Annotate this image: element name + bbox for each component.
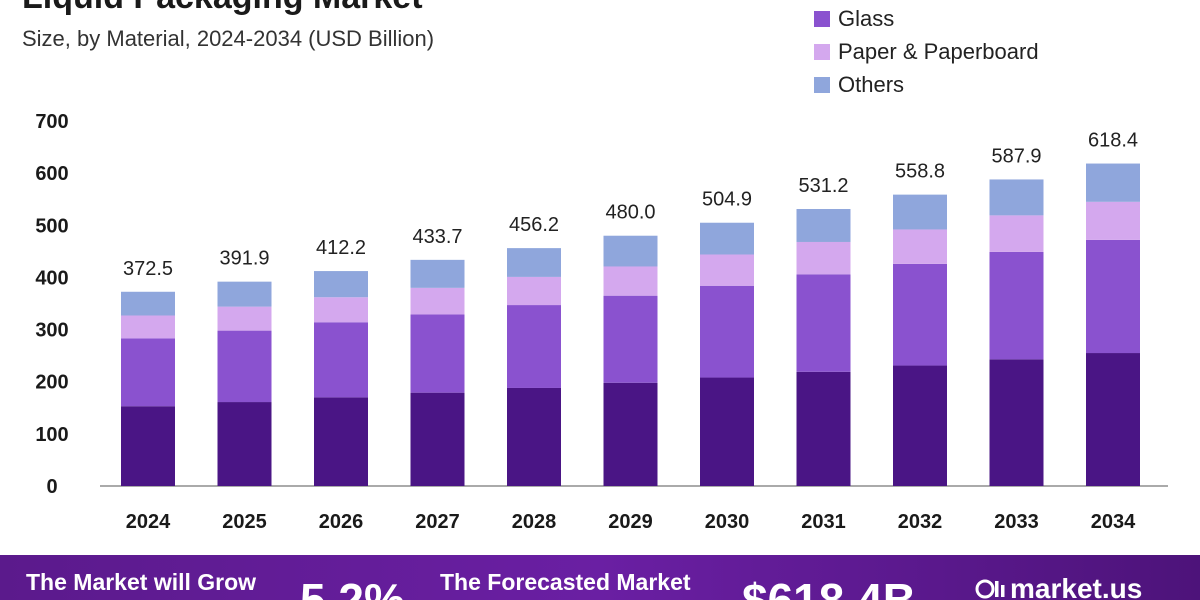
chart-title: Liquid Packaging Market (22, 0, 423, 17)
bar-segment-2034-s3 (1086, 163, 1140, 202)
chart-legend: Glass Paper & Paperboard Others (814, 0, 1194, 100)
x-tick-label-2024: 2024 (126, 511, 171, 533)
footer-banner: The Market will Grow 5.2% The Forecasted… (0, 555, 1200, 600)
banner-grow-text: The Market will Grow (26, 569, 257, 595)
bar-segment-2026-s2 (314, 297, 368, 323)
bar-segment-2031-s2 (796, 241, 851, 275)
bar-segment-2033-s0 (989, 359, 1044, 486)
total-label-2025: 391.9 (219, 248, 269, 270)
y-tick-label: 700 (35, 111, 68, 133)
y-tick-label: 500 (35, 215, 68, 237)
bar-segment-2032-s0 (893, 365, 947, 486)
bar-segment-2025-s1 (217, 330, 272, 403)
bar-segment-2024-s3 (121, 291, 175, 316)
bar-segment-2028-s1 (507, 305, 561, 388)
bar-segment-2027-s0 (410, 392, 465, 486)
legend-label-glass: Glass (838, 6, 895, 31)
bar-segment-2026-s1 (314, 322, 368, 398)
total-label-2031: 531.2 (798, 175, 848, 197)
bar-segment-2030-s1 (700, 285, 754, 378)
y-tick-label: 200 (35, 372, 68, 394)
bar-segment-2029-s3 (603, 235, 658, 267)
stacked-bar-chart: 0 100 200 300 400 500 600 700 372.5 2024 391.9 2025… (35, 111, 1168, 533)
bar-segment-2030-s3 (700, 222, 754, 255)
x-tick-label-2031: 2031 (801, 511, 846, 533)
bar-segment-2026-s0 (314, 397, 368, 486)
total-label-2029: 480.0 (605, 202, 655, 224)
legend-swatch-paper (814, 44, 830, 60)
y-tick-label: 100 (35, 424, 68, 446)
bar-segment-2033-s2 (989, 215, 1044, 252)
x-tick-label-2034: 2034 (1091, 511, 1136, 533)
bar-segment-2028-s2 (507, 276, 561, 306)
brand-logo-icon (975, 579, 1005, 599)
bar-segment-2025-s3 (217, 281, 272, 307)
legend-item-glass: Glass (814, 6, 894, 32)
bar-segment-2034-s1 (1086, 239, 1140, 354)
bar-segment-2030-s2 (700, 254, 754, 286)
x-tick-label-2029: 2029 (608, 511, 653, 533)
bar-segment-2024-s0 (121, 406, 175, 486)
bar-segment-2031-s3 (796, 209, 851, 242)
bar-segment-2028-s3 (507, 248, 561, 277)
total-label-2024: 372.5 (123, 258, 173, 280)
y-tick-label: 300 (35, 320, 68, 342)
bar-segment-2032-s2 (893, 229, 947, 264)
bar-segment-2027-s2 (410, 287, 465, 315)
x-tick-label-2027: 2027 (415, 511, 460, 533)
total-label-2026: 412.2 (316, 237, 366, 259)
bar-segment-2027-s3 (410, 259, 465, 288)
brand-name: market.us (1010, 573, 1143, 600)
chart-subtitle: Size, by Material, 2024-2034 (USD Billio… (22, 26, 435, 51)
bar-segment-2024-s2 (121, 315, 175, 339)
legend-label-paper: Paper & Paperboard (838, 39, 1039, 64)
x-tick-label-2032: 2032 (898, 511, 943, 533)
bar-segment-2029-s1 (603, 295, 658, 383)
bar-segment-2024-s1 (121, 338, 175, 407)
y-tick-label: 600 (35, 163, 68, 185)
legend-swatch-glass (814, 11, 830, 27)
legend-item-others: Others (814, 72, 904, 98)
bar-segment-2025-s0 (217, 402, 272, 486)
bar-segment-2031-s0 (796, 371, 851, 486)
x-tick-label-2025: 2025 (222, 511, 267, 533)
bar-segment-2031-s1 (796, 274, 851, 372)
bar-segment-2028-s0 (507, 387, 561, 486)
x-tick-label-2033: 2033 (994, 511, 1039, 533)
bar-segment-2027-s1 (410, 314, 465, 393)
x-tick-label-2028: 2028 (512, 511, 557, 533)
legend-swatch-others (814, 77, 830, 93)
bar-segment-2034-s0 (1086, 353, 1140, 486)
bar-segment-2025-s2 (217, 306, 272, 331)
bar-segment-2033-s1 (989, 251, 1044, 360)
x-tick-label-2026: 2026 (319, 511, 364, 533)
total-label-2032: 558.8 (895, 161, 945, 183)
total-label-2034: 618.4 (1088, 130, 1138, 152)
legend-label-others: Others (838, 72, 905, 97)
banner-forecast-value: $618.4B (742, 574, 916, 600)
x-tick-label-2030: 2030 (705, 511, 750, 533)
bar-segment-2033-s3 (989, 179, 1044, 216)
banner-forecast-text: The Forecasted Market (440, 569, 691, 595)
bar-segment-2034-s2 (1086, 201, 1140, 240)
total-label-2027: 433.7 (412, 226, 462, 248)
total-label-2033: 587.9 (991, 145, 1041, 167)
total-label-2030: 504.9 (702, 189, 752, 211)
legend-item-paper: Paper & Paperboard (814, 39, 1039, 65)
y-tick-label: 400 (35, 267, 68, 289)
bar-segment-2032-s1 (893, 263, 947, 366)
bar-segment-2029-s0 (603, 382, 658, 486)
total-label-2028: 456.2 (509, 214, 559, 236)
bar-segment-2029-s2 (603, 266, 658, 296)
bar-segment-2032-s3 (893, 194, 947, 230)
banner-cagr-value: 5.2% (300, 574, 405, 600)
y-tick-label: 0 (46, 476, 57, 498)
bar-segment-2026-s3 (314, 271, 368, 298)
bar-segment-2030-s0 (700, 377, 754, 486)
